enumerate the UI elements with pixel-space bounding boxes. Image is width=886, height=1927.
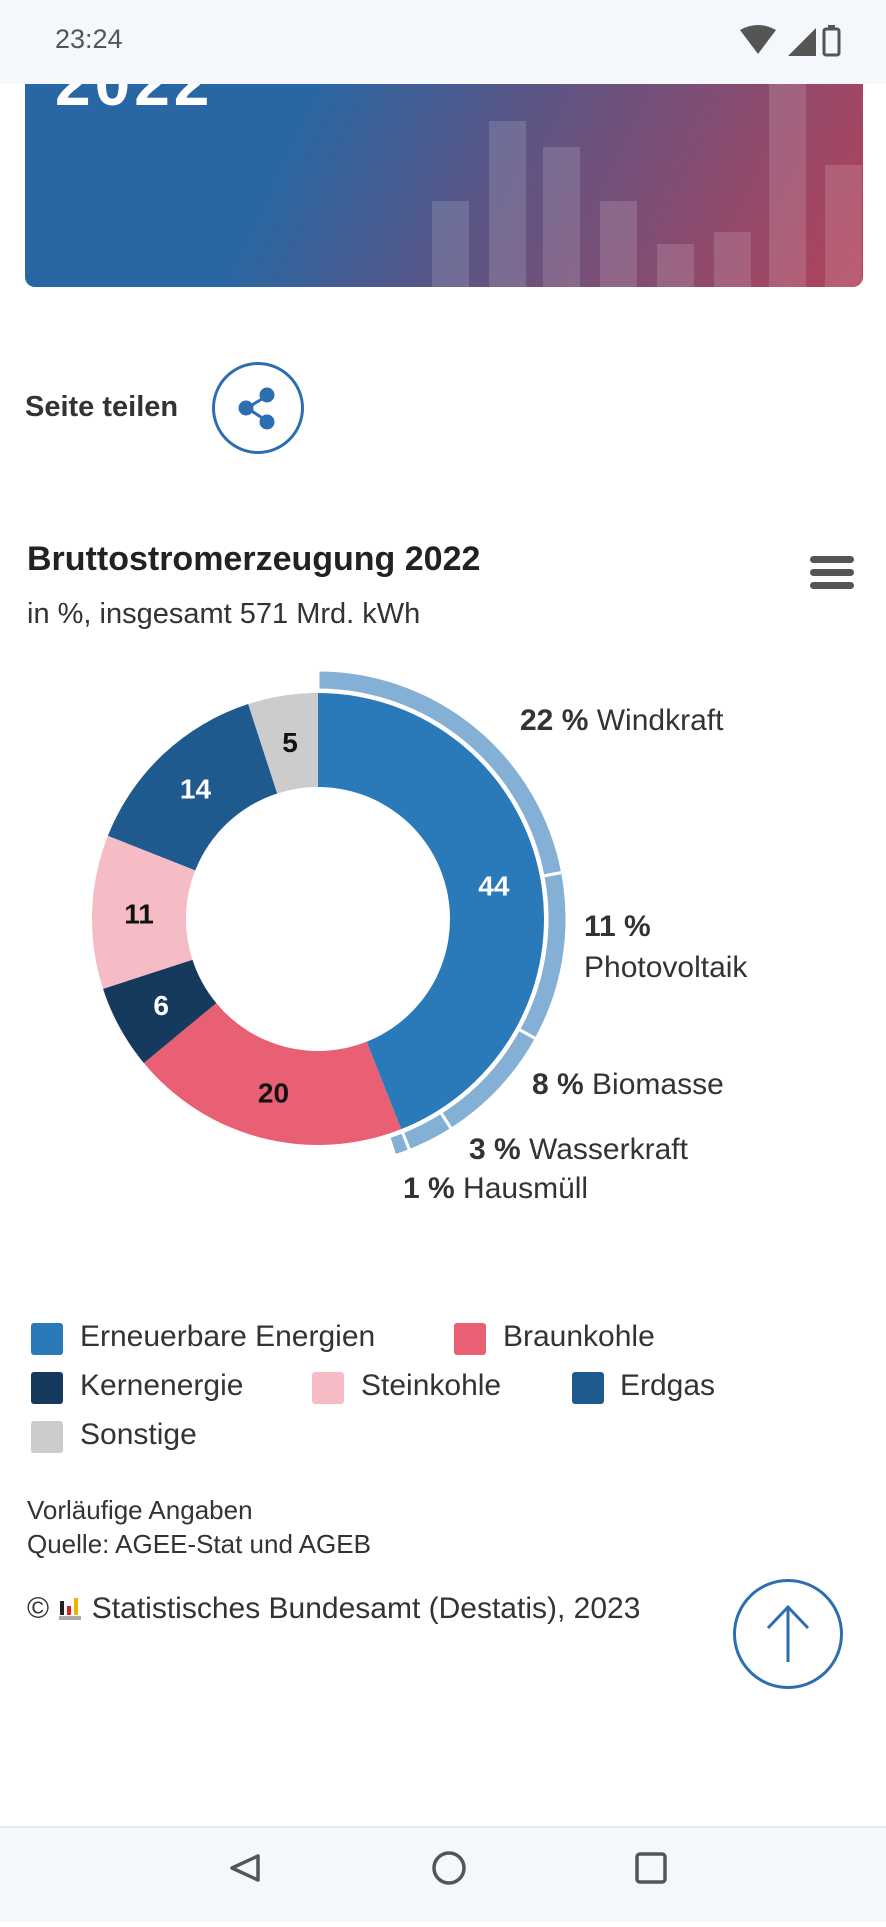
legend-swatch bbox=[454, 1323, 486, 1355]
hero-banner[interactable]: 2022 bbox=[25, 84, 863, 287]
legend-item[interactable]: Braunkohle bbox=[503, 1320, 655, 1353]
legend-item[interactable]: Steinkohle bbox=[361, 1369, 502, 1402]
share-label: Seite teilen bbox=[25, 391, 179, 423]
slice-value-label: 5 bbox=[282, 727, 298, 758]
slice-value-label: 6 bbox=[153, 990, 169, 1021]
navigation-bar bbox=[0, 1826, 886, 1922]
slice-value-label: 44 bbox=[478, 870, 510, 901]
wifi-icon bbox=[740, 25, 776, 54]
battery-icon bbox=[822, 25, 841, 57]
slice-value-label: 14 bbox=[180, 774, 212, 805]
status-icons bbox=[740, 25, 841, 57]
scroll-to-top-button[interactable] bbox=[733, 1579, 843, 1689]
breakdown-label-biomasse: 8 % Biomasse bbox=[532, 1068, 724, 1101]
banner-title: 2022 bbox=[55, 84, 213, 120]
banner-bar bbox=[769, 84, 806, 287]
credit-text: Statistisches Bundesamt (Destatis), 2023 bbox=[91, 1592, 641, 1625]
donut-slice-steinkohle[interactable] bbox=[91, 835, 196, 989]
status-bar: 23:24 bbox=[0, 0, 886, 84]
legend-swatch bbox=[31, 1421, 63, 1453]
legend-item[interactable]: Erneuerbare Energien bbox=[80, 1320, 376, 1353]
slice-value-label: 11 bbox=[124, 898, 154, 929]
banner-bar bbox=[432, 201, 469, 287]
banner-bar bbox=[543, 147, 580, 287]
legend-item[interactable]: Erdgas bbox=[620, 1369, 716, 1402]
banner-bar bbox=[600, 201, 637, 287]
chart-menu-icon[interactable] bbox=[810, 556, 854, 594]
breakdown-arc-hausmüll[interactable] bbox=[386, 1129, 412, 1158]
slice-value-label: 20 bbox=[258, 1077, 289, 1108]
breakdown-label-wasserkraft: 3 % Wasserkraft bbox=[469, 1133, 688, 1166]
chart-title: Bruttostromerzeugung 2022 bbox=[27, 540, 481, 578]
legend-item[interactable]: Sonstige bbox=[80, 1418, 197, 1451]
donut-slice-braunkohle[interactable] bbox=[143, 1003, 402, 1145]
chart-subtitle: in %, insgesamt 571 Mrd. kWh bbox=[27, 598, 421, 630]
banner-bar bbox=[489, 121, 526, 287]
recents-icon bbox=[635, 1852, 667, 1884]
donut-chart: 44 20 6 11 14 5 bbox=[91, 668, 569, 1158]
legend-swatch bbox=[572, 1372, 604, 1404]
chart-note: Vorläufige Angaben bbox=[27, 1495, 253, 1525]
destatis-logo-icon bbox=[59, 1598, 82, 1620]
signal-icon bbox=[788, 28, 816, 56]
donut-slice-sonstige[interactable] bbox=[248, 693, 318, 794]
banner-bar bbox=[657, 244, 694, 287]
copyright-symbol: © bbox=[27, 1592, 50, 1625]
status-time: 23:24 bbox=[55, 24, 123, 54]
legend-item[interactable]: Kernenergie bbox=[80, 1369, 244, 1402]
donut-slice-kernenergie[interactable] bbox=[103, 959, 217, 1064]
legend-swatch bbox=[31, 1372, 63, 1404]
arrow-up-icon bbox=[766, 1604, 810, 1662]
donut-slice-erdgas[interactable] bbox=[107, 704, 278, 871]
breakdown-label-windkraft: 22 % Windkraft bbox=[520, 704, 724, 737]
share-button[interactable] bbox=[212, 362, 304, 454]
donut-slice-erneuerbare-energien[interactable] bbox=[318, 693, 544, 1130]
back-icon bbox=[230, 1854, 260, 1882]
share-icon bbox=[238, 387, 275, 430]
legend-swatch bbox=[31, 1323, 63, 1355]
banner-bar bbox=[825, 165, 862, 287]
banner-bar bbox=[714, 232, 751, 287]
chart-credit: © Statistisches Bundesamt (Destatis), 20… bbox=[27, 1592, 640, 1626]
chart-source: Quelle: AGEE-Stat und AGEB bbox=[27, 1529, 371, 1559]
legend-swatch bbox=[312, 1372, 344, 1404]
breakdown-label-hausmuell: 1 % Hausmüll bbox=[403, 1172, 589, 1205]
home-icon bbox=[432, 1851, 466, 1885]
nav-icons bbox=[230, 1851, 667, 1885]
breakdown-label-photovoltaik: 11 % Photovoltaik bbox=[584, 910, 748, 984]
